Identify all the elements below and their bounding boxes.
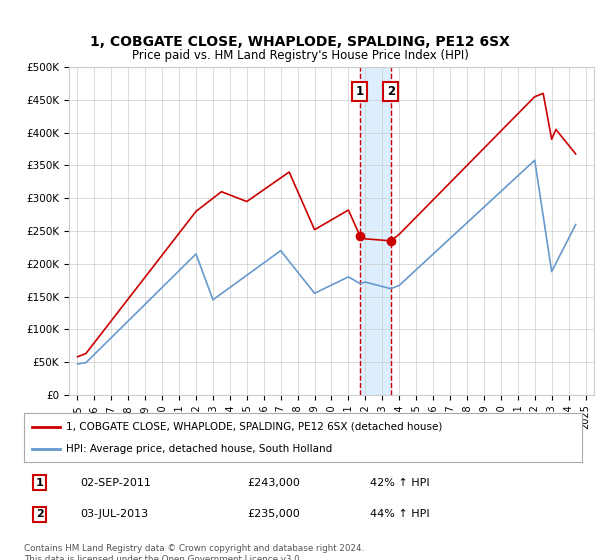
Text: 03-JUL-2013: 03-JUL-2013 — [80, 509, 148, 519]
Bar — [360, 67, 391, 395]
Text: 2: 2 — [387, 85, 395, 98]
Text: 44% ↑ HPI: 44% ↑ HPI — [370, 509, 430, 519]
Text: 1: 1 — [36, 478, 43, 488]
Text: £243,000: £243,000 — [247, 478, 300, 488]
Text: Price paid vs. HM Land Registry's House Price Index (HPI): Price paid vs. HM Land Registry's House … — [131, 49, 469, 62]
Text: 02-SEP-2011: 02-SEP-2011 — [80, 478, 151, 488]
Text: 1, COBGATE CLOSE, WHAPLODE, SPALDING, PE12 6SX (detached house): 1, COBGATE CLOSE, WHAPLODE, SPALDING, PE… — [66, 422, 442, 432]
Text: £235,000: £235,000 — [247, 509, 300, 519]
Text: 1, COBGATE CLOSE, WHAPLODE, SPALDING, PE12 6SX: 1, COBGATE CLOSE, WHAPLODE, SPALDING, PE… — [90, 35, 510, 49]
Text: 42% ↑ HPI: 42% ↑ HPI — [370, 478, 430, 488]
Text: 1: 1 — [356, 85, 364, 98]
Text: Contains HM Land Registry data © Crown copyright and database right 2024.
This d: Contains HM Land Registry data © Crown c… — [24, 544, 364, 560]
Text: 2: 2 — [36, 509, 43, 519]
Text: HPI: Average price, detached house, South Holland: HPI: Average price, detached house, Sout… — [66, 444, 332, 454]
